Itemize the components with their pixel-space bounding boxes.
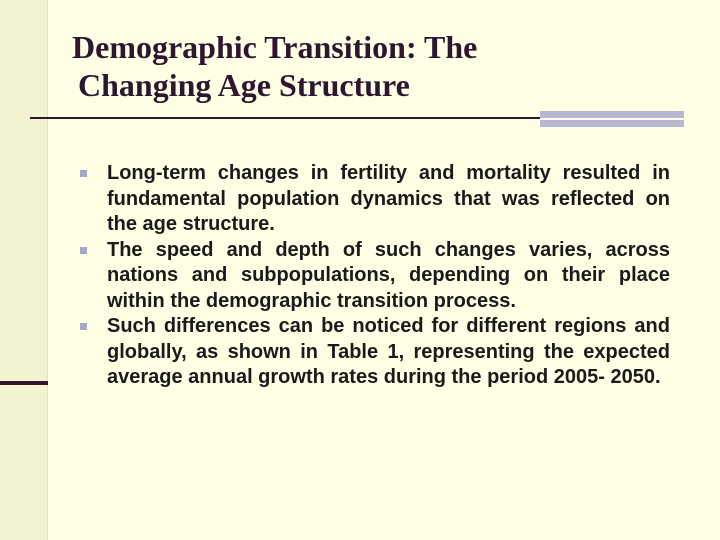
bullet-text: The speed and depth of such changes vari…	[107, 238, 670, 312]
square-bullet-icon	[80, 323, 87, 330]
square-bullet-icon	[80, 170, 87, 177]
bullet-item: The speed and depth of such changes vari…	[78, 238, 670, 315]
left-band-edge	[47, 0, 48, 540]
title-line-2: Changing Age Structure	[78, 67, 410, 103]
slide-title: Demographic Transition: The Changing Age…	[72, 28, 477, 104]
bullet-item: Such differences can be noticed for diff…	[78, 314, 670, 391]
left-accent-bar	[0, 381, 48, 385]
title-underline-accent	[540, 111, 684, 127]
bullet-text: Such differences can be noticed for diff…	[107, 315, 670, 388]
left-decorative-band	[0, 0, 48, 540]
bullet-text: Long-term changes in fertility and morta…	[107, 162, 670, 235]
bullet-list: Long-term changes in fertility and morta…	[78, 161, 670, 391]
square-bullet-icon	[80, 246, 87, 254]
title-underline	[30, 117, 540, 119]
bullet-item: Long-term changes in fertility and morta…	[78, 161, 670, 238]
title-line-1: Demographic Transition: The	[72, 29, 478, 65]
